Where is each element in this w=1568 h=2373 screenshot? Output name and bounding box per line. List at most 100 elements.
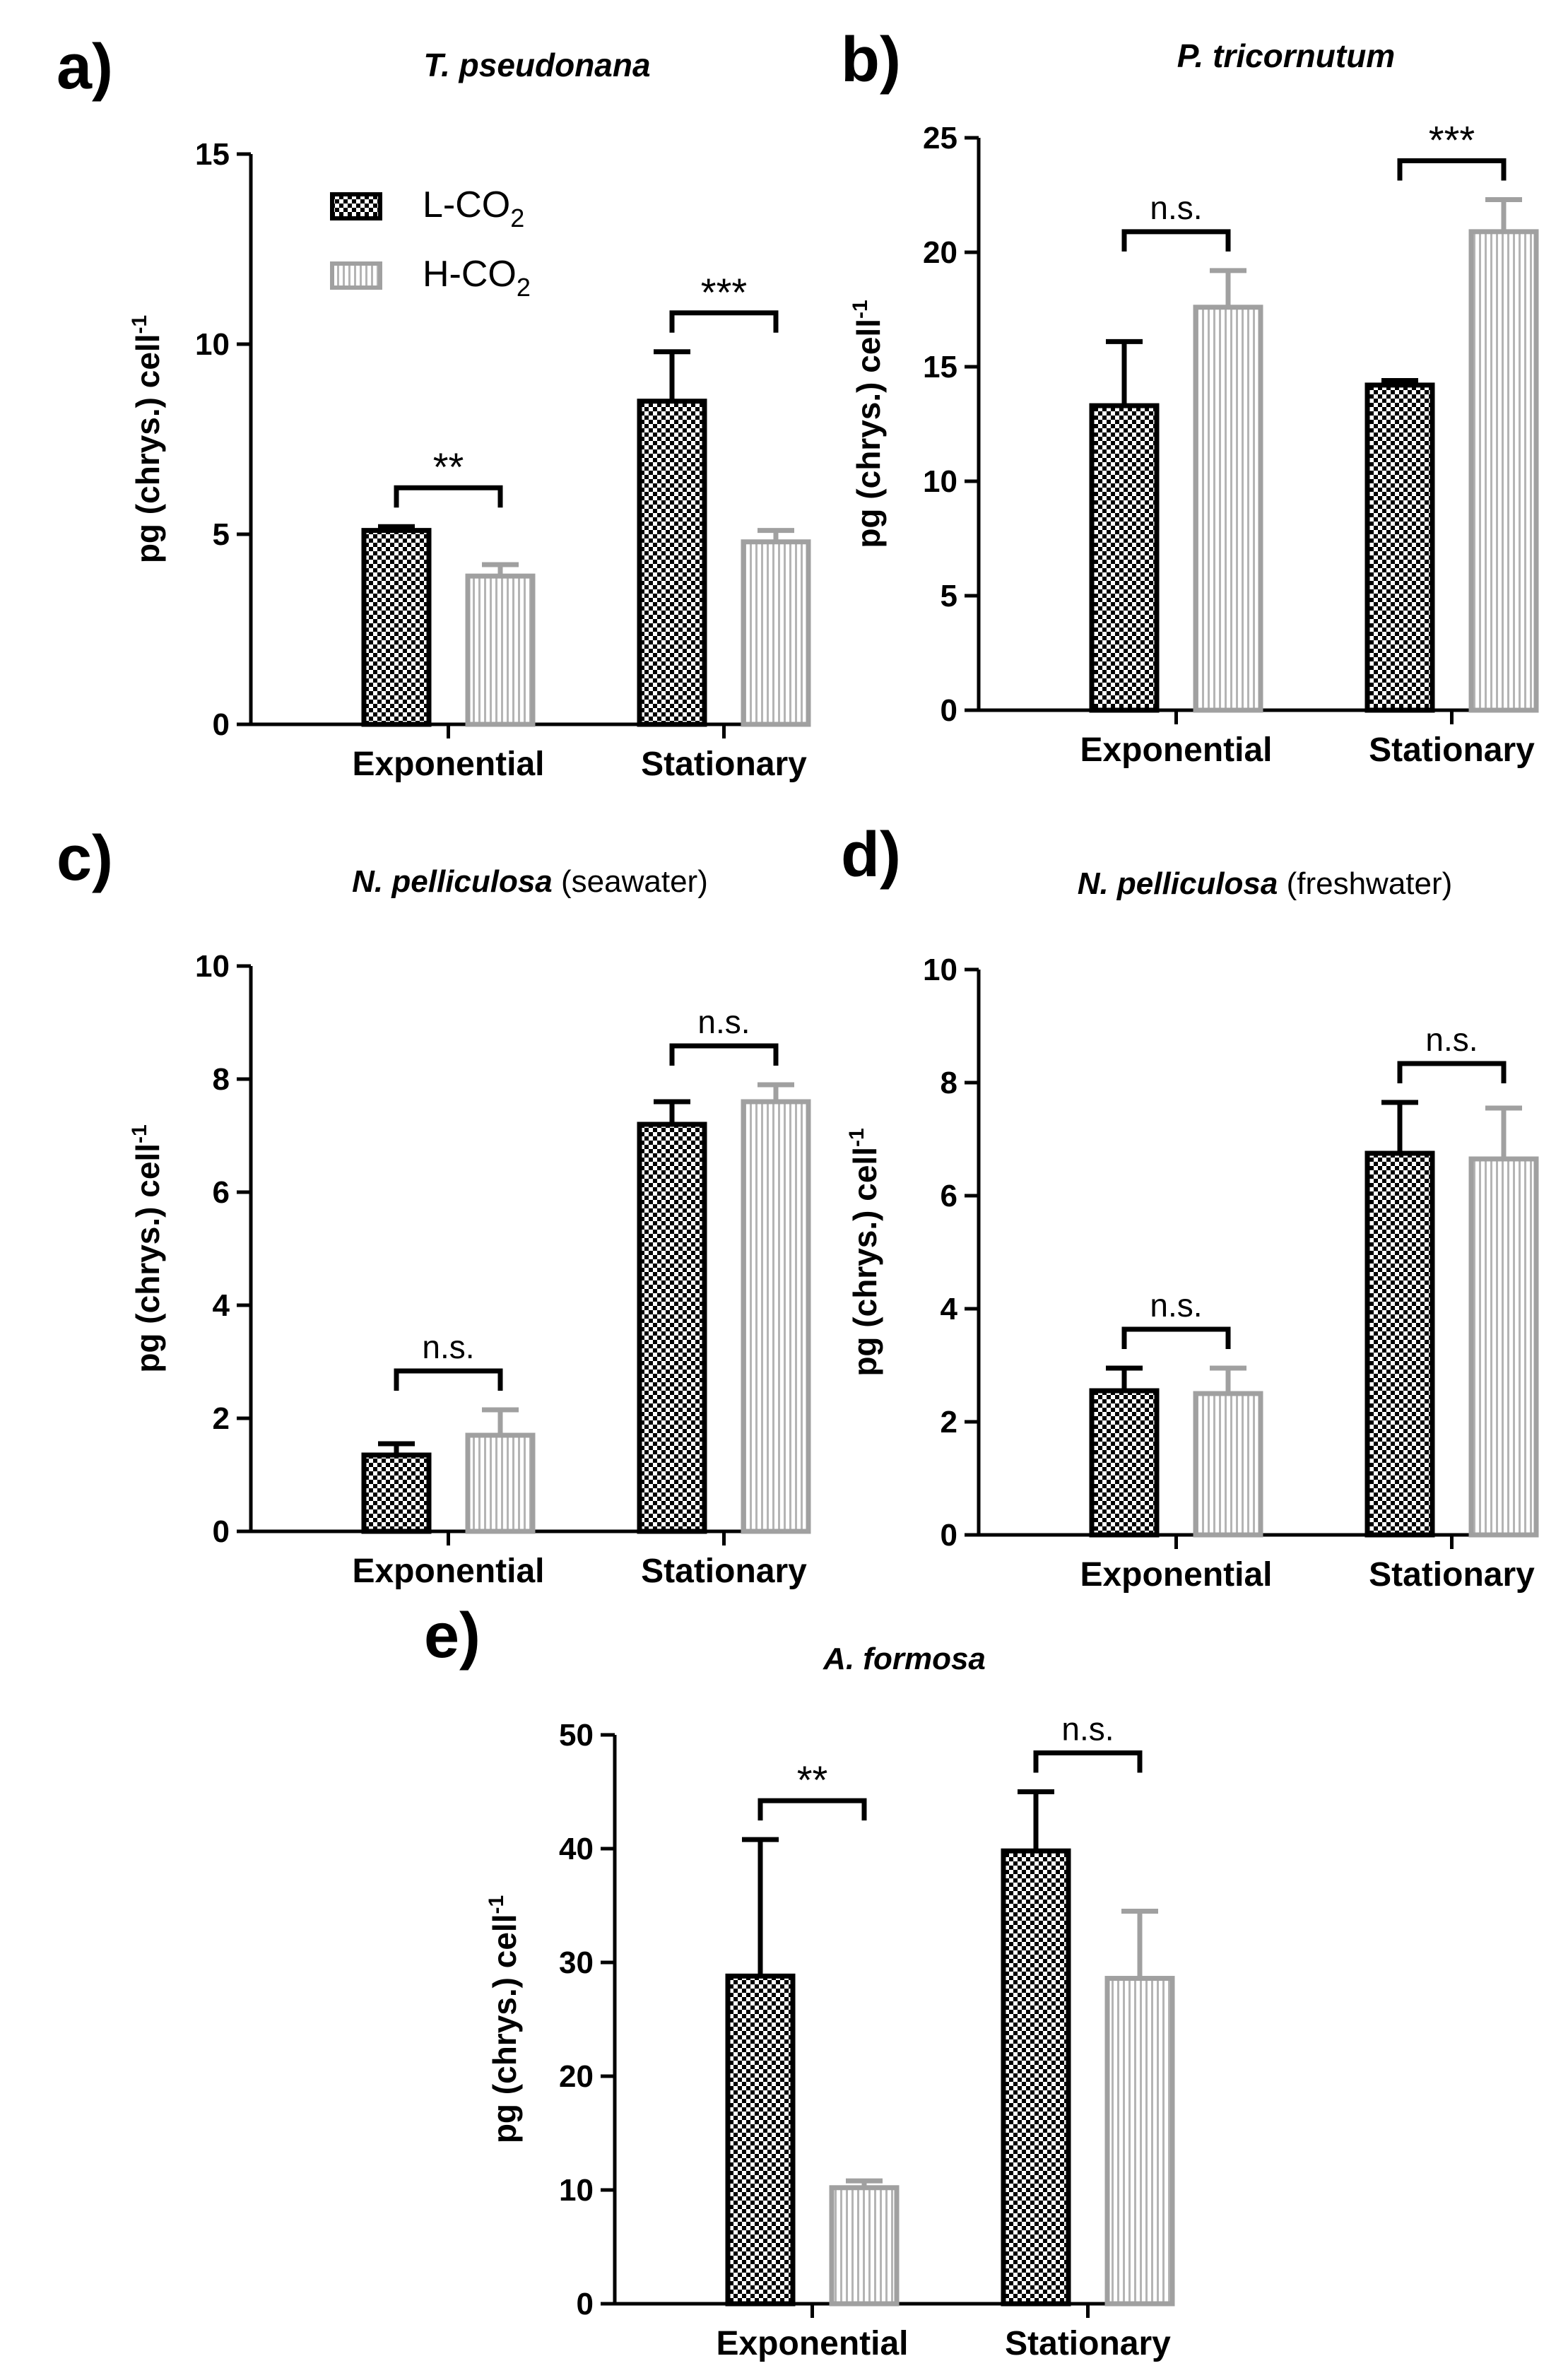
x-tick-label: Stationary	[1369, 731, 1535, 769]
y-axis-label-superscript: -1	[128, 1124, 151, 1143]
x-tick-label: Exponential	[352, 1553, 544, 1590]
panel-label: d)	[841, 820, 901, 890]
y-tick-label: 10	[195, 949, 230, 984]
bar-h-co2-exponential	[829, 2185, 900, 2307]
y-tick-label: 15	[923, 350, 957, 384]
bar-l-co2-stationary	[1364, 382, 1435, 713]
chart-title-suffix: (seawater)	[553, 864, 708, 899]
significance-label: ***	[1429, 117, 1475, 162]
bar-h-co2-exponential	[465, 573, 536, 727]
bar-l-co2-exponential	[725, 1973, 796, 2307]
significance-bracket	[1121, 1326, 1231, 1349]
y-axis-label-main: pg (chrys.) cell	[850, 319, 887, 548]
y-axis-label-superscript: -1	[849, 300, 872, 319]
panel-label: e)	[424, 1601, 481, 1671]
y-tick-label: 2	[941, 1405, 957, 1439]
x-tick-label: Stationary	[641, 1553, 807, 1590]
significance-label: ***	[701, 270, 747, 314]
panel-label: a)	[57, 32, 113, 102]
bar-h-co2-stationary	[741, 1099, 811, 1534]
significance-label: **	[433, 444, 464, 489]
y-tick-label: 30	[559, 1945, 594, 1980]
significance-bracket	[394, 1368, 503, 1391]
panel-label: c)	[57, 823, 113, 894]
significance-label: **	[797, 1757, 828, 1802]
y-tick-label: 10	[195, 327, 230, 362]
y-tick-label: 0	[213, 1514, 230, 1549]
panel-label: b)	[841, 25, 901, 95]
y-axis-label-superscript: -1	[128, 315, 151, 334]
y-tick-label: 0	[577, 2287, 594, 2321]
y-tick-label: 10	[923, 464, 957, 499]
chart-title-suffix: (freshwater)	[1278, 866, 1452, 901]
y-tick-label: 20	[559, 2059, 594, 2094]
y-tick-label: 6	[213, 1175, 230, 1210]
bar-l-co2-stationary	[637, 399, 707, 727]
y-axis-label: pg (chrys.) cell-1	[128, 315, 166, 563]
y-tick-label: 15	[195, 137, 230, 172]
chart-panel-e: e) A. formosa pg (chrys.) cell-1 0 10 20 30 40 5…	[424, 1601, 1175, 2362]
chart-panel-b: b) P. tricornutum pg (chrys.) cell-1 0 5 10 15…	[841, 25, 1539, 769]
chart-title: T. pseudonana	[423, 47, 650, 83]
x-tick-label: Exponential	[1080, 1556, 1272, 1594]
y-tick-label: 8	[213, 1062, 230, 1097]
x-tick-label: Stationary	[641, 746, 807, 783]
significance-bracket	[669, 310, 779, 333]
significance-label: n.s.	[422, 1329, 474, 1365]
significance-bracket	[1397, 158, 1507, 181]
y-tick-label: 0	[213, 707, 230, 742]
y-axis-label: pg (chrys.) cell-1	[128, 1124, 166, 1372]
x-tick-label: Exponential	[716, 2325, 908, 2362]
bar-h-co2-exponential	[465, 1432, 536, 1534]
chart-panel-c: c) N. pelliculosa (seawater) pg (chrys.) c…	[57, 823, 811, 1590]
y-tick-label: 0	[941, 1518, 957, 1553]
significance-bracket	[394, 485, 503, 508]
y-tick-label: 5	[213, 517, 230, 552]
chart-title-species: P. tricornutum	[1177, 37, 1395, 74]
chart-title: N. pelliculosa (seawater)	[352, 864, 708, 899]
legend-label-subscript: 2	[517, 273, 531, 302]
bar-l-co2-stationary	[1001, 1848, 1071, 2307]
y-tick-label: 0	[941, 693, 957, 728]
legend-label-name: L-CO	[423, 184, 510, 225]
y-tick-label: 4	[941, 1292, 958, 1326]
y-axis-label-main: pg (chrys.) cell	[129, 1143, 166, 1373]
y-tick-label: 6	[941, 1179, 957, 1213]
bar-h-co2-stationary	[1468, 1156, 1539, 1538]
legend-swatch-l-co2	[330, 192, 382, 220]
chart-panel-d: d) N. pelliculosa (freshwater) pg (chrys.)…	[841, 820, 1539, 1594]
chart-title-species: N. pelliculosa	[352, 864, 553, 899]
bar-h-co2-stationary	[1468, 229, 1539, 713]
chart-title: P. tricornutum	[1177, 37, 1395, 74]
chart-title-species: T. pseudonana	[423, 47, 650, 83]
significance-bracket	[758, 1798, 867, 1821]
bar-l-co2-stationary	[1364, 1150, 1435, 1538]
bar-h-co2-exponential	[1193, 305, 1263, 713]
y-tick-label: 2	[213, 1401, 230, 1436]
y-axis-label-main: pg (chrys.) cell	[847, 1147, 883, 1377]
bar-l-co2-exponential	[361, 1452, 432, 1534]
y-axis-label: pg (chrys.) cell-1	[845, 1128, 883, 1376]
significance-bracket	[1397, 1061, 1507, 1083]
x-tick-label: Stationary	[1005, 2325, 1171, 2362]
significance-bracket	[1033, 1750, 1143, 1773]
y-axis-label-superscript: -1	[485, 1895, 508, 1914]
significance-label: n.s.	[697, 1003, 750, 1040]
legend-label-l-co2: L-CO2	[423, 184, 524, 232]
y-tick-label: 10	[923, 953, 957, 987]
y-axis-label-main: pg (chrys.) cell	[129, 334, 166, 564]
bar-h-co2-stationary	[741, 539, 811, 727]
significance-label: n.s.	[1150, 189, 1202, 226]
bar-h-co2-stationary	[1104, 1976, 1175, 2307]
y-tick-label: 40	[559, 1832, 594, 1866]
y-axis-label-superscript: -1	[845, 1128, 868, 1147]
y-tick-label: 10	[559, 2173, 594, 2208]
bar-l-co2-exponential	[361, 528, 432, 727]
x-tick-label: Stationary	[1369, 1556, 1535, 1594]
bar-h-co2-exponential	[1193, 1391, 1263, 1538]
x-tick-label: Exponential	[1080, 731, 1272, 769]
y-tick-label: 20	[923, 235, 957, 270]
legend-label-h-co2: H-CO2	[423, 254, 531, 302]
